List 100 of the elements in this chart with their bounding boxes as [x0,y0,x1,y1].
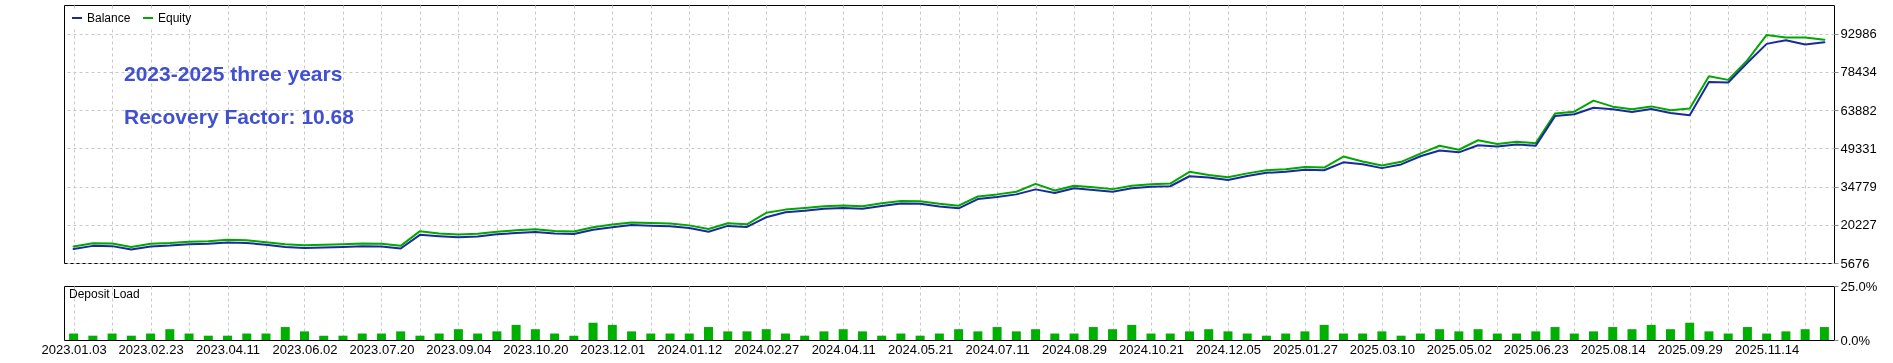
bar [588,322,598,340]
bar [453,329,463,340]
bar [1454,331,1464,340]
bar [934,333,944,340]
x-tick-label: 2025.09.29 [1657,341,1723,357]
bar [530,329,540,340]
bar [1723,333,1733,340]
bar [761,329,771,340]
bar [1819,327,1829,340]
bar [1550,327,1560,340]
bar [434,333,444,340]
bar [665,333,675,340]
bar [1319,324,1329,340]
bar [1088,327,1098,340]
x-tick-label: 2025.05.02 [1426,341,1492,357]
x-tick-label: 2024.05.21 [888,341,954,357]
bar [1473,329,1483,340]
bar [800,335,810,340]
bar [1589,331,1599,340]
bar [1415,333,1425,340]
y-tick-label: 49331 [1840,140,1877,156]
bar [299,331,309,340]
bar [184,333,194,340]
bar [819,331,829,340]
x-tick-label: 2025.11.14 [1735,341,1800,357]
bar [415,335,425,340]
x-tick-label: 2023.02.23 [118,341,184,357]
annotation: 2023-2025 three years [124,62,343,85]
bar [1627,329,1637,340]
annotation: Recovery Factor: 10.68 [124,105,355,128]
bar [1704,331,1714,340]
bar [223,335,233,340]
x-tick-label: 2024.01.12 [657,341,723,357]
bar [1377,331,1387,340]
x-tick-label: 2024.02.27 [734,341,800,357]
bar [607,324,617,340]
bar [203,335,213,340]
x-tick-label: 2025.03.10 [1349,341,1415,357]
bar [242,333,252,340]
bar [838,329,848,340]
bar [1492,333,1502,340]
bar [1781,331,1791,340]
x-tick-label: 2024.12.05 [1195,341,1262,357]
x-tick-label: 2024.08.29 [1042,341,1108,357]
bar [107,333,117,340]
y-tick-label: 63882 [1840,102,1877,118]
y-tick-label: 5676 [1840,255,1870,271]
bar [1608,327,1618,340]
bar [1204,329,1214,340]
x-tick-label: 2023.09.04 [426,341,492,357]
x-tick-label: 2025.08.14 [1580,341,1646,357]
bar [319,335,329,340]
bar [550,333,560,340]
bar [1685,322,1695,340]
x-tick-label: 2023.04.11 [195,341,261,357]
bar [646,333,656,340]
bar [1146,333,1156,340]
bar [1512,333,1522,340]
bar [338,335,348,340]
bar [1742,327,1752,340]
bar [1435,329,1445,340]
bar [1300,331,1310,340]
y-tick-label: 34779 [1840,179,1877,195]
bar [1031,329,1041,340]
x-tick-label: 2024.07.11 [965,341,1030,357]
bar [146,333,156,340]
bar [569,335,579,340]
bar [88,335,98,340]
chart-title: Deposit Load [69,287,140,301]
x-tick-label: 2023.12.01 [580,341,646,357]
bar [896,333,906,340]
bar [1261,335,1271,340]
x-tick-label: 2024.10.21 [1118,341,1185,357]
x-tick-label: 2023.06.02 [272,341,338,357]
bar [684,333,694,340]
bar [511,324,521,340]
bar [723,331,733,340]
bar [1165,333,1175,340]
bar [1242,333,1252,340]
bar [1108,329,1118,340]
bar [704,327,714,340]
x-tick-label: 2023.10.20 [503,341,569,357]
bar [376,333,386,340]
bar [1800,329,1810,340]
bar [973,331,983,340]
bar [1762,333,1772,340]
bar [992,327,1002,340]
bar [280,327,290,340]
bar [492,331,502,340]
x-tick-label: 2025.01.27 [1272,341,1338,357]
bar [396,331,406,340]
legend-label: Equity [158,11,192,25]
bar [780,333,790,340]
bar [1569,333,1579,340]
bar [742,331,752,340]
y-tick-label: 0.0% [1840,332,1871,348]
y-tick-label: 92986 [1840,26,1877,42]
bar [1646,324,1656,340]
bar [954,329,964,340]
bar [1358,333,1368,340]
